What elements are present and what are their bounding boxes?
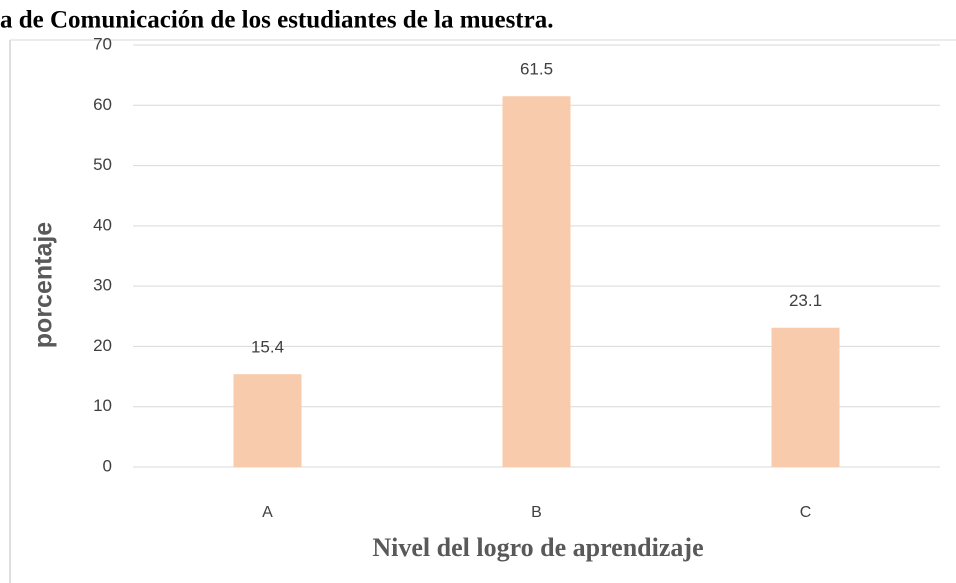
x-tick-label: B xyxy=(531,504,542,521)
y-tick-label: 20 xyxy=(93,336,112,355)
y-tick-label: 0 xyxy=(103,456,112,475)
y-tick-label: 30 xyxy=(93,276,112,295)
y-tick-label: 60 xyxy=(93,95,112,114)
x-axis-label: Nivel del logro de aprendizaje xyxy=(372,533,703,562)
y-tick-label: 70 xyxy=(93,34,112,53)
y-axis-label: porcentaje xyxy=(30,222,58,349)
x-tick-label: C xyxy=(800,504,812,521)
bar xyxy=(502,96,571,467)
value-label: 15.4 xyxy=(251,338,284,357)
value-label: 23.1 xyxy=(789,291,822,310)
bar xyxy=(771,327,840,467)
y-tick-label: 50 xyxy=(93,155,112,174)
value-label: 61.5 xyxy=(520,60,553,79)
y-tick-label: 40 xyxy=(93,215,112,234)
y-tick-label: 10 xyxy=(93,396,112,415)
chart-title: a de Comunicación de los estudiantes de … xyxy=(0,7,553,34)
bar xyxy=(233,374,302,467)
x-tick-label: A xyxy=(262,504,273,521)
